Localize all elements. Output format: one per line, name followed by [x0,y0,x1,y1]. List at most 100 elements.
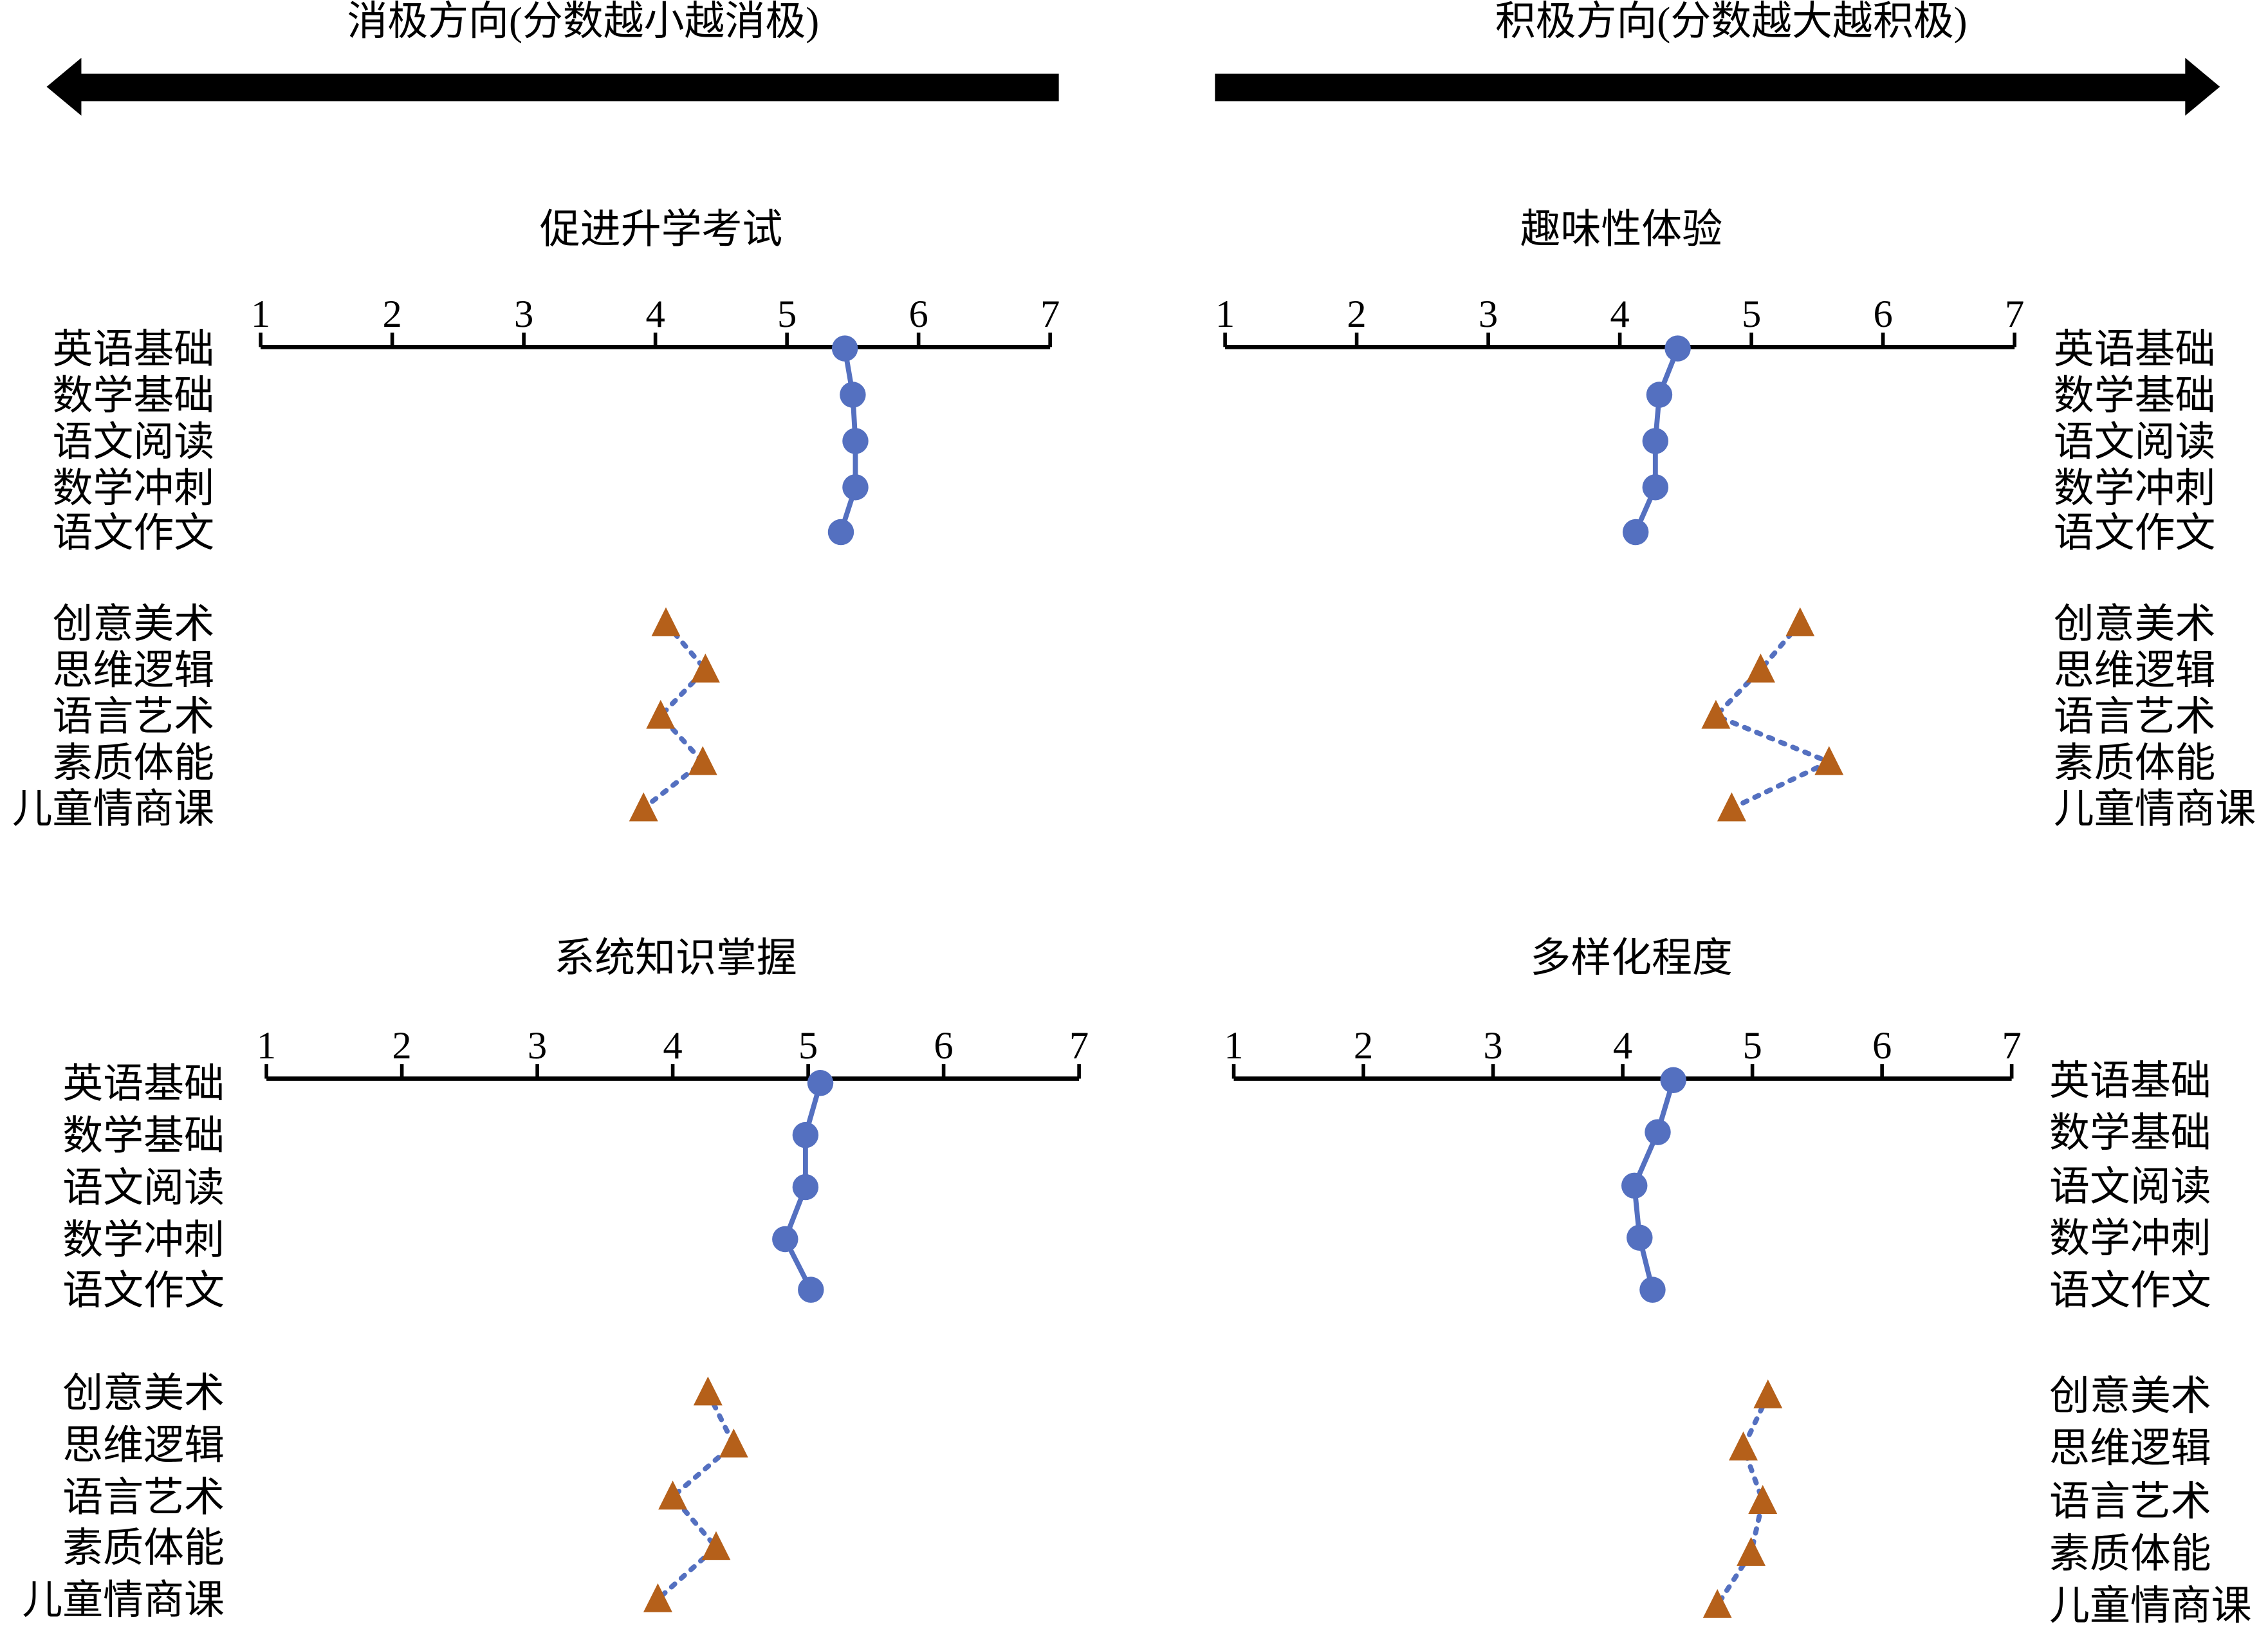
series-line-triangle [655,1390,737,1602]
x-tick-label: 6 [908,293,928,336]
category-label: 语文阅读 [2049,1164,2211,1209]
data-point-circle [798,1276,824,1303]
panel-2: 趣味性体验 1 2 3 4 5 6 7 英语基础数学基础语文阅读数学冲刺语文作文创意美术思维逻辑… [1215,207,2256,832]
negative-direction-arrow [46,57,1059,116]
x-tick-label: 3 [1483,1024,1502,1067]
category-label: 思维逻辑 [62,1423,225,1468]
x-tick-label: 1 [251,293,270,336]
category-label: 语文作文 [2054,510,2216,555]
category-label: 思维逻辑 [2054,648,2216,693]
data-point-circle [1627,1224,1653,1251]
category-label: 创意美术 [2054,602,2216,647]
category-label: 数学冲刺 [62,1217,225,1262]
category-label: 儿童情商课 [2049,1583,2252,1628]
category-label: 儿童情商课 [12,787,215,832]
negative-direction-label: 消极方向(分数越小越消极) [347,0,819,44]
data-point-triangle [1701,699,1731,729]
x-tick-label: 5 [798,1024,818,1067]
x-tick-label: 3 [528,1024,547,1067]
category-label: 语文阅读 [2054,419,2216,465]
data-point-triangle [1717,792,1746,822]
panel-title: 趣味性体验 [1520,207,1723,252]
data-point-circle [1639,1276,1666,1303]
x-tick-label: 1 [1224,1024,1243,1067]
data-point-triangle [1785,607,1815,636]
data-point-triangle [1814,746,1844,775]
category-label: 英语基础 [62,1062,225,1107]
x-tick-label: 4 [1610,293,1629,336]
x-tick-label: 5 [1742,1024,1762,1067]
data-point-triangle [646,699,676,729]
x-tick-label: 7 [2005,293,2024,336]
category-label: 数学冲刺 [2054,466,2216,511]
panel-1: 促进升学考试 1 2 3 4 5 6 7 英语基础数学基础语文阅读数学冲刺语文作文创意美术思维逻… [12,207,1060,832]
x-tick-label: 7 [1069,1024,1089,1067]
data-point-triangle [658,1480,688,1510]
x-tick-label: 3 [1479,293,1498,336]
data-point-triangle [1753,1379,1783,1408]
data-point-circle [807,1070,834,1096]
data-point-triangle [719,1428,748,1458]
x-tick-label: 1 [1215,293,1235,336]
x-tick-label: 6 [1873,293,1892,336]
category-label: 英语基础 [2054,327,2216,372]
x-tick-label: 4 [1613,1024,1632,1067]
data-point-circle [1642,428,1669,454]
category-label: 语言艺术 [53,694,215,739]
category-label: 创意美术 [53,602,215,647]
category-label: 语言艺术 [2054,694,2216,739]
data-point-circle [840,382,866,408]
category-label: 素质体能 [62,1525,225,1571]
series-line-triangle [641,620,709,811]
x-tick-label: 4 [663,1024,682,1067]
data-point-circle [1621,1172,1648,1199]
x-tick-label: 2 [382,293,401,336]
data-point-triangle [688,746,717,775]
data-point-circle [1664,335,1691,362]
category-label: 素质体能 [2054,741,2216,786]
data-point-triangle [1702,1589,1732,1618]
category-label: 儿童情商课 [22,1578,225,1623]
x-tick-label: 1 [257,1024,276,1067]
series-line-triangle [1715,1392,1771,1608]
panel-title: 系统知识掌握 [554,935,797,981]
data-point-circle [842,474,869,501]
x-tick-label: 7 [1040,293,1060,336]
x-tick-label: 5 [777,293,797,336]
category-label: 数学冲刺 [53,466,215,511]
data-point-circle [1642,474,1669,501]
panel-3: 系统知识掌握 1 2 3 4 5 6 7 英语基础数学基础语文阅读数学冲刺语文作文创意美术思维逻… [22,935,1089,1623]
category-label: 数学基础 [2054,373,2216,418]
category-label: 语文阅读 [62,1166,225,1211]
data-point-circle [792,1174,819,1201]
x-tick-label: 2 [1347,293,1366,336]
category-label: 创意美术 [2049,1374,2211,1419]
positive-direction-label: 积极方向(分数越大越积极) [1495,0,1968,44]
x-tick-label: 6 [934,1024,953,1067]
data-point-circle [792,1121,819,1148]
category-label: 语言艺术 [62,1475,225,1520]
category-label: 语言艺术 [2049,1479,2211,1524]
category-label: 创意美术 [62,1371,225,1416]
category-label: 思维逻辑 [2049,1426,2211,1471]
data-point-circle [1622,519,1649,546]
category-label: 语文作文 [53,510,215,555]
data-point-triangle [1737,1536,1766,1566]
data-point-triangle [1729,1431,1758,1461]
data-point-triangle [690,653,720,683]
x-tick-label: 2 [392,1024,411,1067]
data-point-triangle [629,792,658,822]
category-label: 语文作文 [2049,1268,2211,1313]
panel-4: 多样化程度 1 2 3 4 5 6 7 英语基础数学基础语文阅读数学冲刺语文作文创意美术思维逻辑… [1224,935,2251,1628]
data-point-triangle [651,607,681,636]
x-tick-label: 2 [1354,1024,1373,1067]
x-tick-label: 4 [645,293,665,336]
category-label: 语文阅读 [53,419,215,465]
data-point-triangle [1746,653,1775,683]
data-point-circle [1645,1119,1671,1145]
category-label: 语文作文 [62,1268,225,1313]
category-label: 英语基础 [2049,1058,2211,1103]
data-point-triangle [1748,1485,1778,1514]
category-label: 素质体能 [2049,1531,2211,1576]
